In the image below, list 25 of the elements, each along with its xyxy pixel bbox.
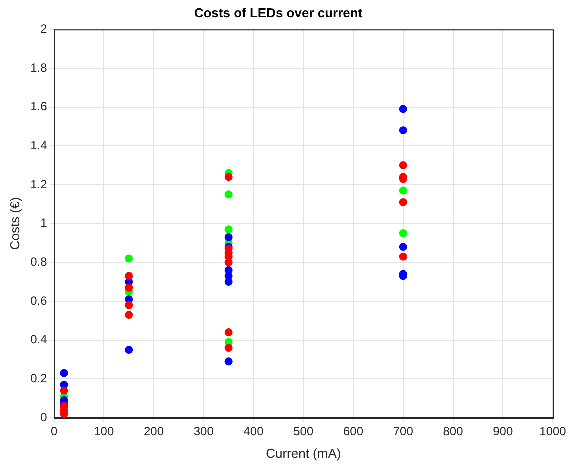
y-tick-label: 0 <box>40 410 48 424</box>
x-tick-label: 500 <box>294 424 314 439</box>
x-tick-label: 400 <box>244 424 264 439</box>
y-tick-label: 0.8 <box>30 254 48 269</box>
y-tick-label: 1.6 <box>30 100 48 114</box>
y-tick-label: 0.6 <box>30 294 48 308</box>
y-tick-label: 2 <box>40 22 48 36</box>
x-tick-label: 300 <box>194 424 214 439</box>
chart-title: Costs of LEDs over current <box>194 5 364 20</box>
y-tick-label: 0.4 <box>30 332 48 347</box>
y-tick-label: 1.4 <box>30 138 48 152</box>
x-tick-label: 700 <box>393 424 414 439</box>
y-tick-label: 1.2 <box>30 177 48 192</box>
x-tick-label: 800 <box>443 424 464 439</box>
x-tick-label: 1000 <box>540 424 567 439</box>
y-tick-label: 1.8 <box>30 60 48 75</box>
x-axis-title: Current (mA) <box>266 446 342 461</box>
x-tick-label: 900 <box>493 424 514 439</box>
y-tick-label: 1 <box>40 216 48 230</box>
x-tick-label: 600 <box>343 424 364 439</box>
y-tick-label: 0.2 <box>30 371 48 386</box>
x-tick-label: 0 <box>50 424 58 439</box>
y-axis-title: Costs (€) <box>7 197 22 250</box>
x-tick-label: 100 <box>94 424 114 439</box>
x-tick-label: 200 <box>144 424 164 439</box>
